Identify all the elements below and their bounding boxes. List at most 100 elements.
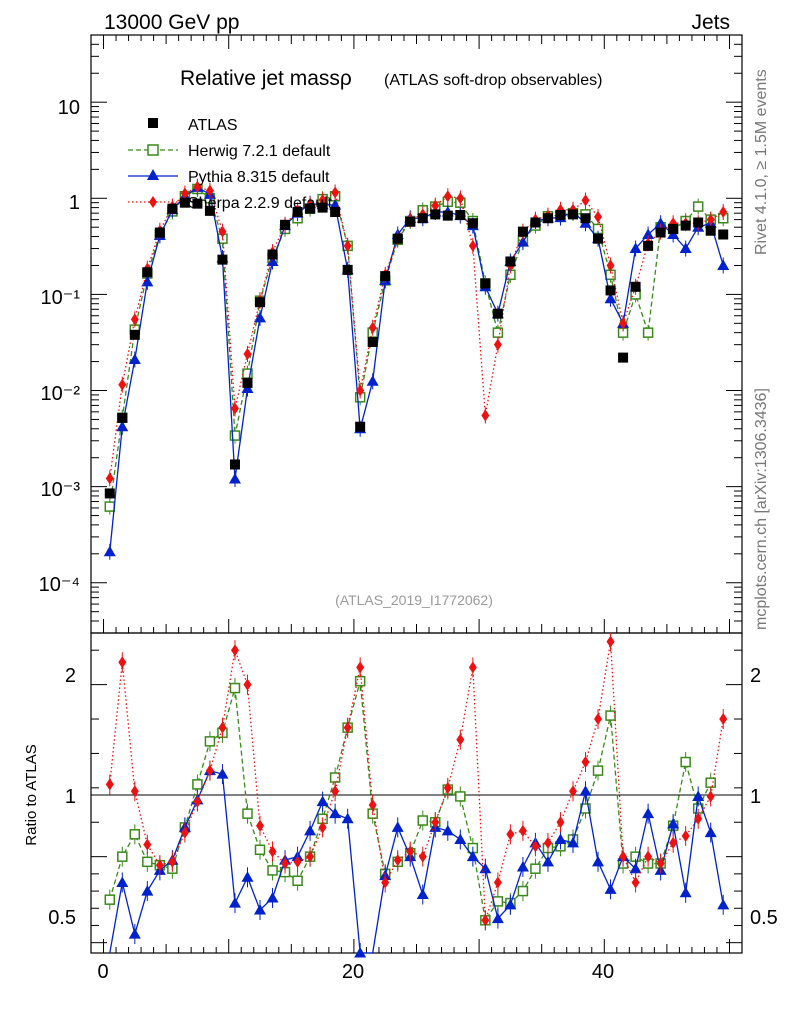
- ratio-point-pythia: [241, 871, 254, 882]
- ratio-point-sherpa: [230, 644, 239, 657]
- data-point-pythia: [254, 311, 267, 323]
- data-point-atlas: [668, 223, 679, 234]
- ratio-point-herwig: [254, 844, 266, 856]
- ratio-point-sherpa: [368, 799, 377, 812]
- data-point-atlas: [192, 198, 203, 209]
- ratio-panel-frame: [90, 632, 743, 954]
- ratio-point-sherpa: [556, 816, 565, 829]
- data-point-atlas: [618, 352, 629, 363]
- ratio-ytick-label: 0.5: [48, 907, 76, 929]
- main-ytick-label: 1: [69, 192, 80, 214]
- data-point-atlas: [242, 377, 253, 388]
- data-point-atlas: [542, 213, 553, 224]
- ratio-point-herwig: [705, 777, 716, 788]
- data-point-atlas: [305, 203, 316, 214]
- data-point-atlas: [517, 226, 528, 237]
- header-left: 13000 GeV pp: [104, 11, 239, 34]
- data-point-pythia: [642, 228, 655, 240]
- ratio-point-pythia: [466, 850, 479, 862]
- ratio-ytick-label-right: 2: [750, 665, 761, 687]
- data-point-sherpa: [368, 321, 377, 334]
- ratio-point-pythia: [504, 898, 517, 910]
- ratio-point-sherpa: [518, 824, 527, 837]
- ratio-point-pythia: [228, 897, 241, 908]
- data-point-pythia: [604, 292, 617, 304]
- header-right: Jets: [691, 11, 730, 34]
- data-point-herwig: [692, 201, 704, 212]
- ratio-point-sherpa: [243, 678, 252, 691]
- data-point-atlas: [154, 227, 165, 238]
- data-point-herwig: [492, 327, 504, 338]
- ratio-point-sherpa: [268, 845, 277, 858]
- data-point-pythia: [679, 242, 692, 254]
- data-point-pythia: [717, 259, 730, 270]
- ratio-point-pythia: [704, 826, 717, 838]
- data-point-atlas: [417, 213, 428, 224]
- data-point-sherpa: [118, 378, 127, 391]
- ratio-point-sherpa: [669, 836, 678, 849]
- ratio-point-pythia: [629, 862, 642, 874]
- data-point-pythia: [103, 545, 116, 557]
- ratio-point-pythia: [441, 824, 454, 836]
- ratio-point-pythia: [479, 862, 492, 874]
- ratio-point-pythia: [541, 855, 554, 867]
- data-point-pythia: [654, 217, 667, 228]
- main-ytick-label: 10⁻⁴: [39, 574, 80, 596]
- main-panel-series: [103, 178, 730, 560]
- data-point-pythia: [366, 375, 379, 386]
- data-point-atlas: [380, 271, 391, 282]
- data-point-sherpa: [581, 194, 590, 207]
- data-point-sherpa: [180, 187, 189, 200]
- ratio-ytick-label: 1: [65, 786, 76, 808]
- ratio-point-pythia: [116, 876, 129, 887]
- ratio-point-sherpa: [606, 635, 615, 648]
- series-line-sherpa: [109, 186, 724, 479]
- ratio-point-herwig: [242, 808, 253, 819]
- ratio-point-pythia: [141, 885, 154, 896]
- rivet-label: Rivet 4.1.0, ≥ 1.5M events: [753, 69, 770, 255]
- ratio-point-pythia: [128, 928, 141, 939]
- data-point-atlas: [229, 459, 240, 470]
- data-point-sherpa: [431, 199, 440, 212]
- data-point-atlas: [643, 240, 654, 251]
- data-point-atlas: [555, 210, 566, 221]
- ratio-point-pythia: [454, 833, 467, 844]
- legend-marker-atlas: [148, 118, 158, 128]
- data-point-pythia: [266, 255, 279, 266]
- ratio-point-herwig: [117, 851, 128, 862]
- ratio-point-herwig: [104, 894, 116, 905]
- ratio-point-sherpa: [568, 785, 577, 798]
- analysis-watermark: (ATLAS_2019_I1772062): [335, 592, 493, 608]
- main-ytick-label: 10⁻¹: [41, 287, 81, 309]
- ratio-point-herwig: [680, 756, 691, 768]
- data-point-atlas: [605, 285, 616, 296]
- data-point-sherpa: [619, 317, 628, 330]
- ratio-point-pythia: [717, 898, 730, 910]
- ratio-ytick-label-right: 0.5: [750, 907, 778, 929]
- xtick-label: 40: [592, 961, 614, 983]
- series-line-herwig: [109, 188, 724, 507]
- data-point-atlas: [718, 229, 729, 240]
- ratio-point-sherpa: [180, 826, 189, 839]
- legend: ATLAS Herwig 7.2.1 default Pythia 8.315 …: [128, 117, 333, 212]
- data-point-atlas: [179, 197, 190, 208]
- data-point-sherpa: [230, 402, 239, 415]
- ratio-point-sherpa: [456, 733, 465, 746]
- data-point-atlas: [567, 209, 578, 220]
- legend-label: Herwig 7.2.1 default: [188, 143, 331, 160]
- ratio-point-pythia: [679, 886, 692, 898]
- ratio-point-sherpa: [656, 857, 665, 870]
- ratio-point-pythia: [316, 795, 329, 807]
- data-point-sherpa: [193, 180, 202, 193]
- data-point-atlas: [267, 249, 278, 260]
- ratio-point-sherpa: [644, 850, 653, 863]
- data-point-atlas: [104, 488, 115, 499]
- chart-title: Relative jet massρ: [180, 67, 352, 90]
- data-point-pythia: [228, 473, 241, 484]
- ratio-point-sherpa: [418, 850, 427, 863]
- ratio-point-sherpa: [193, 795, 202, 808]
- ratio-point-pythia: [667, 817, 680, 829]
- ratio-point-pythia: [416, 888, 429, 900]
- main-ytick-label: 10⁻²: [41, 383, 81, 405]
- ratio-point-pythia: [642, 807, 655, 819]
